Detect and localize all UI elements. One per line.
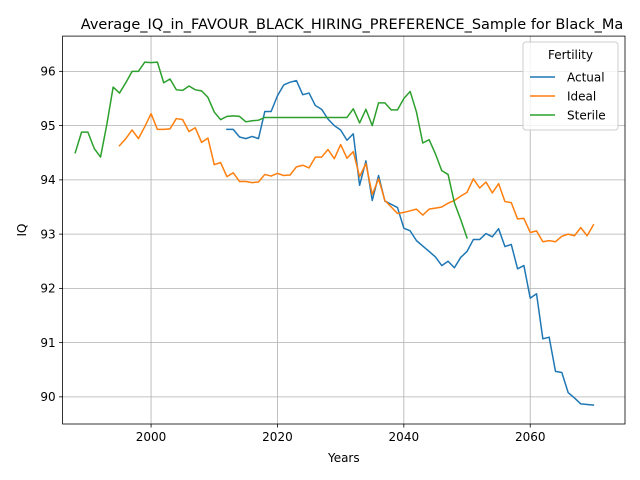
y-tick-label: 96 [40,65,55,79]
legend-title: Fertility [548,48,593,62]
series-line-actual [226,79,595,406]
series-lines [74,61,595,406]
legend-label-sterile: Sterile [567,108,606,122]
legend-entries: Actual Ideal Sterile [530,70,606,122]
y-tick-label: 95 [40,119,55,133]
y-tick-label: 91 [40,336,55,350]
x-tick-label: 2020 [262,430,293,444]
axis-ticks: 2000 2020 2040 2060 90 91 92 93 94 95 96 [40,65,545,444]
y-tick-label: 93 [40,227,55,241]
series-line-sterile [74,61,468,239]
legend-label-ideal: Ideal [567,89,596,103]
plot-frame [62,35,626,425]
legend: Fertility Actual Ideal Sterile [522,41,619,131]
y-tick-label: 92 [40,282,55,296]
x-tick-label: 2060 [515,430,546,444]
legend-label-actual: Actual [567,70,605,84]
x-axis-label: Years [327,451,360,465]
chart-title: Average_IQ_in_FAVOUR_BLACK_HIRING_PREFER… [81,17,624,33]
y-axis-label: IQ [15,224,29,237]
series-line-ideal [118,112,595,243]
x-tick-label: 2040 [389,430,420,444]
y-tick-label: 94 [40,173,55,187]
x-tick-label: 2000 [136,430,167,444]
y-tick-label: 90 [40,390,55,404]
legend-box [522,41,619,131]
